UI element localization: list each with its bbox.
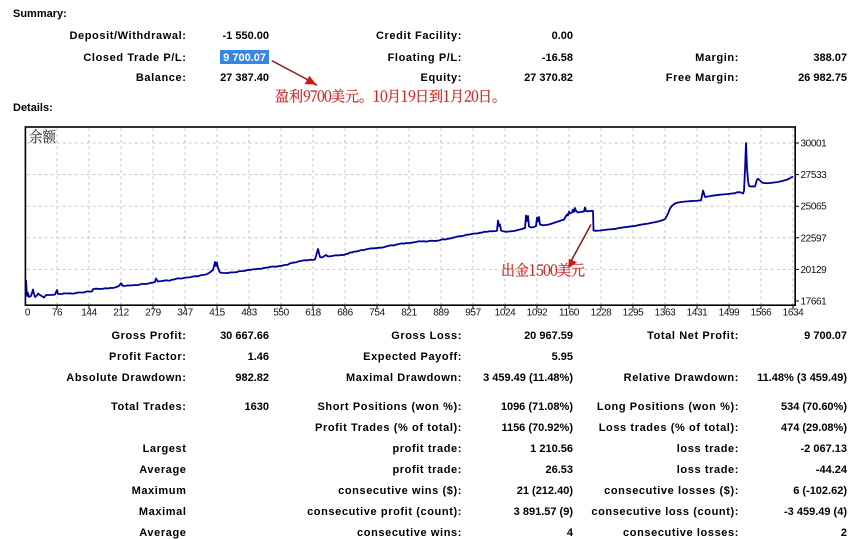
svg-text:1499: 1499: [719, 308, 740, 319]
svg-text:20129: 20129: [801, 265, 828, 276]
svg-text:889: 889: [433, 308, 449, 319]
svg-text:279: 279: [145, 308, 161, 319]
svg-text:754: 754: [369, 308, 385, 319]
svg-text:76: 76: [52, 308, 63, 319]
svg-text:957: 957: [465, 308, 481, 319]
svg-text:27533: 27533: [801, 170, 828, 181]
svg-text:1228: 1228: [591, 308, 612, 319]
svg-text:22597: 22597: [801, 233, 828, 244]
svg-text:1431: 1431: [687, 308, 708, 319]
svg-text:1634: 1634: [783, 308, 804, 319]
svg-text:821: 821: [401, 308, 417, 319]
svg-text:17661: 17661: [801, 297, 828, 308]
svg-text:1566: 1566: [751, 308, 772, 319]
svg-text:618: 618: [305, 308, 321, 319]
svg-text:144: 144: [81, 308, 97, 319]
svg-text:347: 347: [177, 308, 193, 319]
svg-text:483: 483: [241, 308, 257, 319]
svg-text:1295: 1295: [623, 308, 644, 319]
svg-text:686: 686: [337, 308, 353, 319]
svg-text:0: 0: [25, 308, 31, 319]
svg-text:212: 212: [113, 308, 129, 319]
svg-text:1092: 1092: [527, 308, 548, 319]
svg-text:1160: 1160: [559, 308, 580, 319]
svg-text:1024: 1024: [495, 308, 516, 319]
svg-text:25065: 25065: [801, 202, 828, 213]
svg-text:415: 415: [209, 308, 225, 319]
svg-text:30001: 30001: [801, 139, 828, 150]
svg-text:550: 550: [273, 308, 289, 319]
svg-text:1363: 1363: [655, 308, 676, 319]
